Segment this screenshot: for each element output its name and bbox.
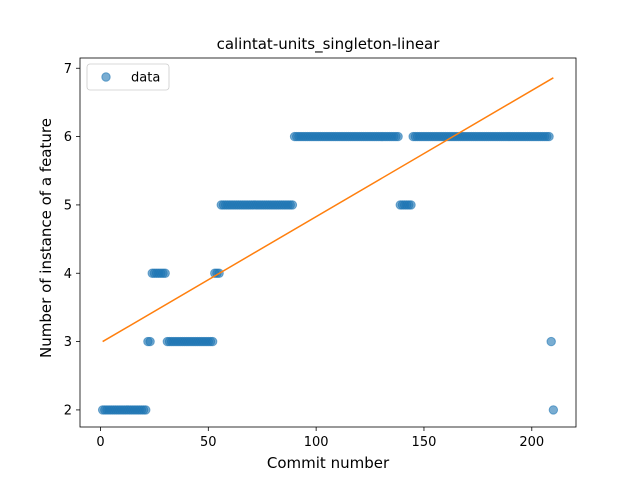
data-point [548,405,559,415]
y-tick-label: 3 [64,335,72,350]
plot-frame [79,57,577,428]
data-point [544,131,554,142]
data-point [141,405,151,415]
fit-line [102,77,554,343]
data-point [393,131,403,142]
y-tick-label: 5 [64,198,72,213]
x-tick-label: 50 [200,435,217,450]
y-tick-label: 6 [64,130,72,145]
x-axis-label: Commit number [267,454,390,472]
data-point [160,268,170,278]
data-point [546,336,556,347]
data-point [207,336,218,347]
x-tick-label: 200 [519,435,544,450]
y-tick-label: 4 [64,267,72,282]
data-point [145,336,155,347]
legend-label: data [131,71,160,86]
y-axis-label: Number of instance of a feature [37,118,55,358]
legend-box [86,63,170,91]
data-point [287,200,298,210]
x-tick-label: 0 [96,435,104,450]
y-tick-label: 2 [64,403,72,418]
legend-marker [101,72,111,82]
x-tick-label: 150 [412,435,437,450]
y-tick-label: 7 [64,62,72,77]
plot-area: 0 50 100 150 200 2 3 4 5 6 7 data [64,57,577,450]
chart-title: calintat-units_singleton-linear [217,35,441,54]
data-point [406,200,416,210]
x-tick-label: 100 [304,435,329,450]
